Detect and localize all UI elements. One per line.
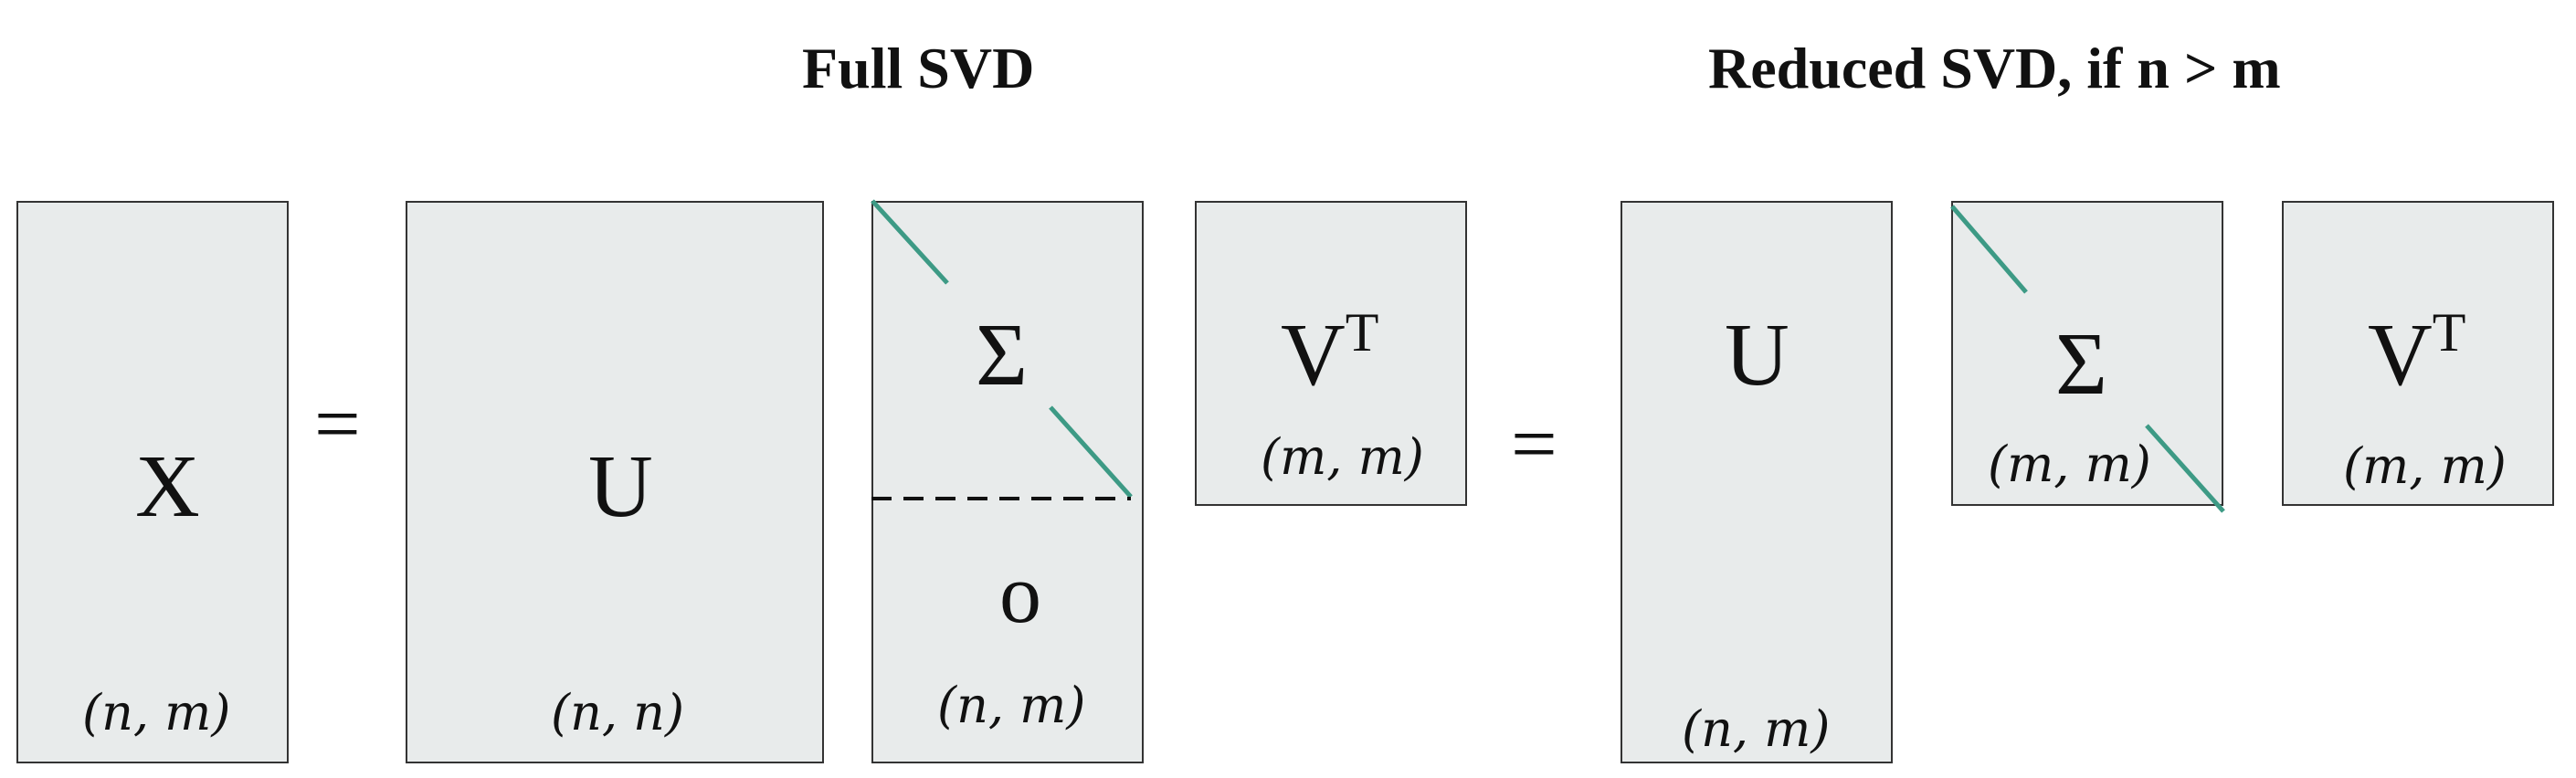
matrix-u-reduced-dims: (n, m) — [1682, 700, 1831, 758]
matrix-vt-reduced-symbol: VT — [2368, 302, 2466, 405]
matrix-sigma-reduced: Σ (m, m) — [1951, 201, 2223, 506]
matrix-x: X (n, m) — [16, 201, 289, 763]
matrix-vt-reduced-dims: (m, m) — [2343, 437, 2507, 495]
equals-sign-reduced: = — [1511, 399, 1557, 489]
transpose-superscript: T — [2432, 302, 2466, 363]
matrix-sigma-reduced-dims: (m, m) — [1988, 436, 2151, 493]
matrix-x-dims: (n, m) — [82, 684, 231, 741]
reduced-svd-title: Reduced SVD, if n > m — [1708, 36, 2281, 100]
matrix-u-reduced-symbol: U — [1725, 306, 1789, 405]
matrix-sigma-full: Σ o (n, m) — [871, 201, 1144, 763]
matrix-u-full: U (n, n) — [406, 201, 824, 763]
equals-sign-full: = — [314, 379, 361, 469]
matrix-u-full-dims: (n, n) — [551, 684, 685, 741]
matrix-vt-full: VT (m, m) — [1195, 201, 1467, 506]
matrix-x-symbol: X — [135, 437, 200, 536]
matrix-u-full-symbol: U — [588, 437, 653, 536]
matrix-vt-reduced: VT (m, m) — [2282, 201, 2554, 506]
matrix-sigma-full-dims: (n, m) — [937, 677, 1086, 734]
matrix-sigma-full-symbol: Σ — [976, 306, 1029, 405]
transpose-superscript: T — [1345, 302, 1379, 363]
matrix-vt-full-symbol: VT — [1281, 302, 1379, 405]
full-svd-title: Full SVD — [802, 36, 1035, 100]
zero-block-label: o — [999, 547, 1041, 640]
matrix-sigma-reduced-symbol: Σ — [2055, 315, 2108, 414]
matrix-vt-full-dims: (m, m) — [1261, 428, 1424, 486]
matrix-u-reduced: U (n, m) — [1621, 201, 1893, 763]
